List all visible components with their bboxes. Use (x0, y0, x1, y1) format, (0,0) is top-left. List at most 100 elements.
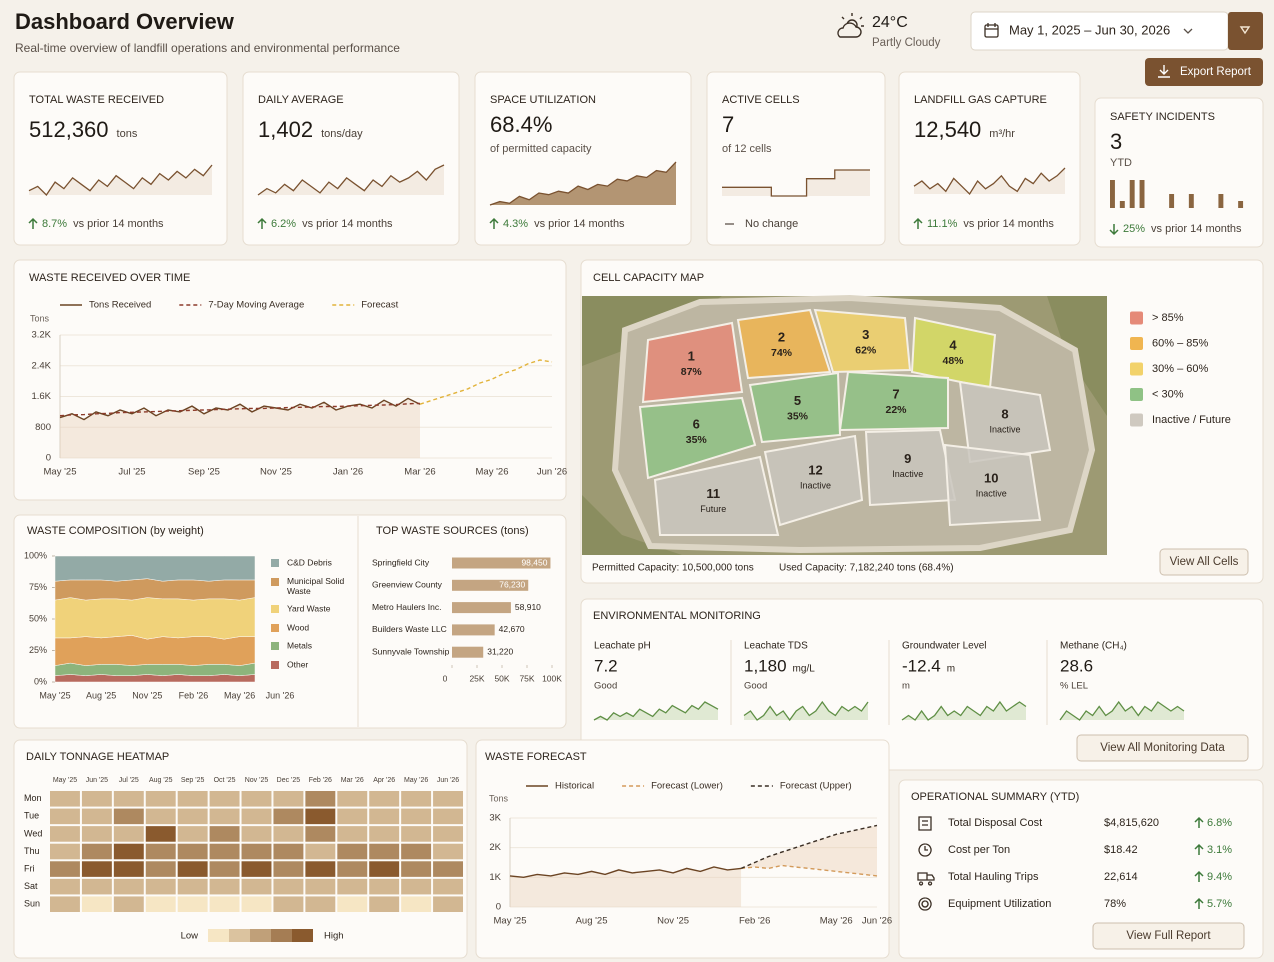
heat-cell (241, 808, 272, 825)
heat-cell (81, 861, 112, 877)
card (475, 739, 890, 959)
heat-cell (401, 861, 432, 877)
forecast-band (741, 825, 877, 876)
button-label[interactable]: View All Monitoring Data (1100, 742, 1225, 754)
bar (452, 646, 484, 658)
x-tick-label: 0 (443, 673, 448, 683)
stack-area (54, 555, 256, 582)
heat-cell (113, 896, 144, 912)
heat-cell (50, 843, 80, 860)
x-tick-label: Mar '26 (404, 467, 435, 478)
kpi-unit: m³/hr (989, 128, 1015, 140)
map-cell[interactable] (641, 321, 744, 404)
legend-label: Low (181, 931, 199, 942)
trend-arrow (1109, 224, 1119, 236)
heat-cell (81, 878, 112, 895)
x-tick-label: Jan '26 (333, 467, 363, 478)
page-subtitle: Real-time overview of landfill operation… (15, 41, 400, 55)
kpi-title: TOTAL WASTE RECEIVED (29, 94, 164, 106)
button-label[interactable]: View Full Report (1126, 930, 1211, 942)
button[interactable] (1076, 734, 1249, 762)
kpi-value: 7 (722, 112, 734, 137)
category-label: Metro Haulers Inc. (372, 602, 441, 612)
heat-cell (209, 878, 240, 895)
heat-cell (305, 861, 336, 877)
date-range[interactable]: May 1, 2025 – Jun 30, 2026 (1009, 22, 1170, 37)
legend-swatch (1130, 413, 1143, 427)
heat-cell (209, 791, 240, 807)
map-cell[interactable] (813, 308, 912, 374)
x-tick-label: Sep '25 (188, 467, 220, 478)
capacity-text: Used Capacity: 7,182,240 tons (68.4%) (779, 563, 954, 574)
button[interactable] (1092, 922, 1245, 950)
cell-label: 87% (681, 366, 703, 378)
heat-cell (401, 896, 432, 912)
row-change: 3.1% (1207, 844, 1232, 856)
heat-cell (209, 826, 240, 842)
heat-cell (50, 878, 80, 895)
row-value: 22,614 (1104, 871, 1138, 883)
cell-label: 35% (686, 434, 708, 446)
button[interactable] (1159, 548, 1249, 576)
heat-cell (273, 826, 304, 842)
metric-value: 1,180 (744, 656, 787, 675)
map-cell[interactable] (736, 308, 832, 380)
legend-swatch (271, 624, 279, 632)
cell-label: 48% (942, 355, 964, 367)
heat-cell (209, 843, 240, 860)
heat-cell (433, 791, 463, 807)
x-tick-label: Aug '25 (86, 690, 116, 700)
heat-cell (273, 878, 304, 895)
y-tick-label: 1.6K (31, 391, 51, 402)
heat-cell (433, 896, 463, 912)
legend-label: Wood (287, 622, 309, 632)
x-tick-label: 100K (542, 673, 562, 683)
x-tick-label: Jul '25 (118, 467, 145, 478)
button-label[interactable]: View All Cells (1170, 556, 1239, 568)
heat-cell (273, 808, 304, 825)
heat-cell (177, 808, 208, 825)
map-cell[interactable] (638, 396, 757, 480)
heat-cell (273, 861, 304, 877)
cell-id: 12 (808, 463, 822, 478)
legend-label: Other (287, 659, 308, 669)
category-label: Greenview County (372, 580, 443, 590)
heat-cell (273, 843, 304, 860)
heat-cell (81, 808, 112, 825)
trend-arrow (1194, 843, 1204, 855)
spark-area (258, 165, 444, 195)
kpi-change-text: vs prior 14 months (534, 218, 625, 230)
column-label: Sep '25 (181, 777, 205, 784)
sparkline (901, 700, 1027, 721)
map-cell[interactable] (748, 371, 842, 444)
heat-cell (273, 791, 304, 807)
heat-cell (177, 791, 208, 807)
map-cell[interactable] (838, 370, 949, 432)
export-button[interactable] (1145, 58, 1263, 86)
legend-label: C&D Debris (287, 557, 332, 567)
row-value: 78% (1104, 898, 1126, 910)
metric-status: m (902, 681, 910, 692)
cell-id: 5 (794, 393, 801, 408)
heat-cell (177, 843, 208, 860)
cell-id: 6 (693, 416, 700, 431)
cell-id: 11 (706, 486, 720, 501)
metric-label: Leachate TDS (744, 641, 808, 652)
export-label[interactable]: Export Report (1180, 66, 1252, 78)
spark-bar (1169, 194, 1175, 208)
kpi-change-text: vs prior 14 months (302, 218, 393, 230)
trend-arrow (1194, 816, 1204, 828)
capacity-text: Permitted Capacity: 10,500,000 tons (592, 563, 754, 574)
map-cell[interactable] (763, 434, 864, 527)
row-change: 9.4% (1207, 871, 1232, 883)
chart-title: DAILY TONNAGE HEATMAP (26, 751, 169, 763)
heat-cell (433, 808, 463, 825)
row-value: $4,815,620 (1104, 817, 1159, 829)
legend-label: Yard Waste (287, 603, 331, 613)
map-cell[interactable] (864, 428, 957, 507)
map-cell[interactable] (943, 443, 1042, 527)
map-cell[interactable] (958, 380, 1052, 464)
trend-arrow (1194, 870, 1204, 882)
map-cell[interactable] (653, 455, 780, 536)
heat-cell (209, 896, 240, 912)
